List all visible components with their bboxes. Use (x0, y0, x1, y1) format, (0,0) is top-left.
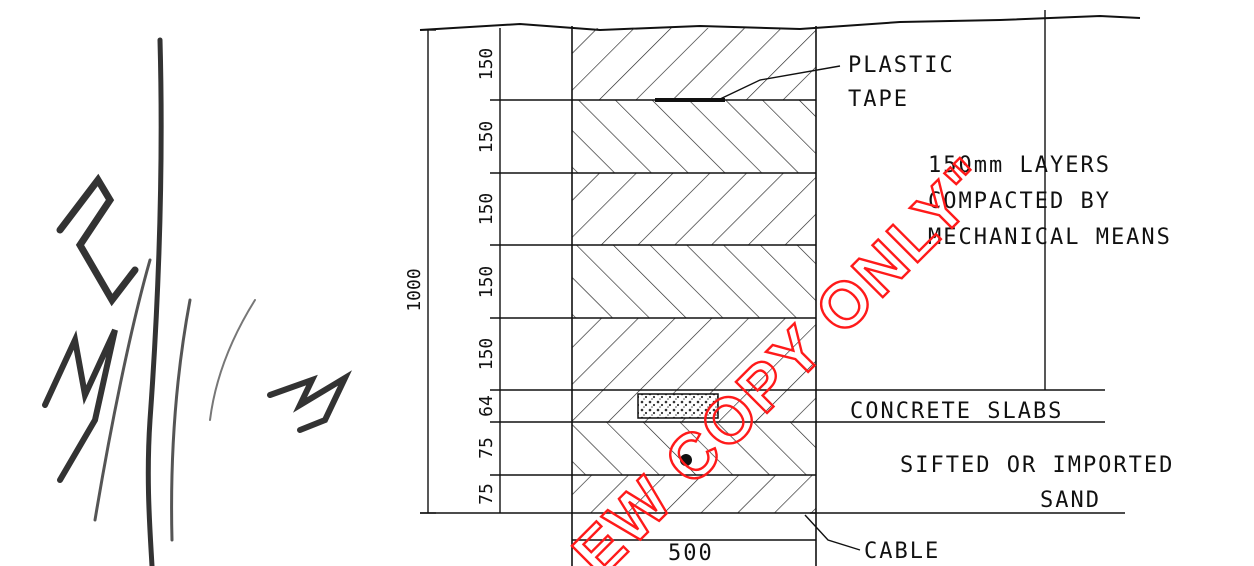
layer-3-backfill (572, 173, 816, 245)
dim-75-1: 75 (476, 437, 497, 459)
layers-label-3: MECHANICAL MEANS (928, 225, 1172, 250)
layer-1-backfill (572, 28, 816, 100)
layer-dimensions: 150 150 150 150 150 64 75 75 1000 (404, 48, 497, 505)
sand-label-1: SIFTED OR IMPORTED (900, 453, 1174, 478)
dim-64: 64 (476, 395, 497, 417)
plastic-label-2: TAPE (848, 87, 909, 112)
dim-150-5: 150 (476, 338, 497, 371)
layers-label-2: COMPACTED BY (928, 189, 1111, 214)
cable-label: CABLE (864, 539, 940, 564)
layer-4-backfill (572, 245, 816, 318)
dimension-lines (420, 10, 1125, 551)
dim-1000: 1000 (404, 268, 425, 311)
layer-7-sand (572, 422, 816, 475)
dim-150-1: 150 (476, 48, 497, 81)
ground-line (419, 14, 1141, 32)
layer-2-backfill (572, 100, 816, 173)
signature-mark (42, 37, 352, 566)
slabs-label: CONCRETE SLABS (850, 399, 1063, 424)
dim-150-2: 150 (476, 121, 497, 154)
plastic-label-1: PLASTIC (848, 53, 955, 78)
trench (571, 26, 817, 566)
layer-5-backfill (572, 318, 816, 390)
layer-8-sand (572, 475, 816, 513)
dim-75-2: 75 (476, 483, 497, 505)
concrete-slab (637, 393, 719, 419)
width-label: 500 (668, 541, 714, 566)
sand-label-2: SAND (1040, 488, 1101, 513)
dim-150-4: 150 (476, 266, 497, 299)
cable-marker (680, 454, 692, 466)
dim-150-3: 150 (476, 193, 497, 226)
layers-label-1: 150mm LAYERS (928, 153, 1111, 178)
